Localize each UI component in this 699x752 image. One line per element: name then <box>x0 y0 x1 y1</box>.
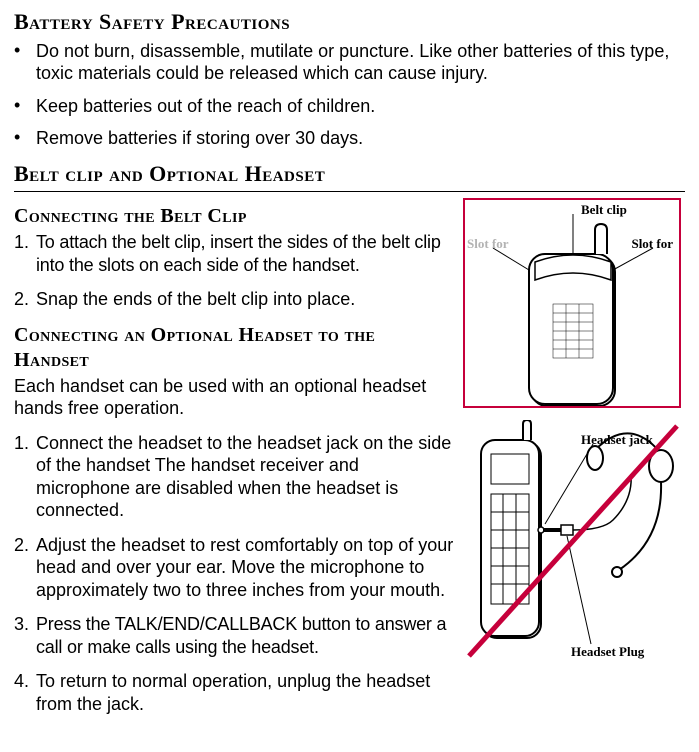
section-title-belt: Belt clip and Optional Headset <box>14 160 685 188</box>
list-item: 2. Snap the ends of the belt clip into p… <box>14 288 455 311</box>
step-number: 3. <box>14 613 36 658</box>
figure-belt-clip: Belt clip Slot for Slot for <box>463 198 681 408</box>
list-item: 1. To attach the belt clip, insert the s… <box>14 231 455 276</box>
bullet-text: Remove batteries if storing over 30 days… <box>36 127 685 150</box>
headset-diagram <box>463 420 681 670</box>
label-headset-plug: Headset Plug <box>571 644 644 660</box>
belt-clip-diagram <box>465 200 679 406</box>
steps-headset: 1. Connect the headset to the headset ja… <box>14 432 455 716</box>
divider <box>14 191 685 192</box>
subheading-belt-clip: Connecting the Belt Clip <box>14 204 455 229</box>
list-item: • Keep batteries out of the reach of chi… <box>14 95 685 118</box>
step-text: Snap the ends of the belt clip into plac… <box>36 288 455 311</box>
list-item: 4. To return to normal operation, unplug… <box>14 670 455 715</box>
bullet-dot: • <box>14 127 36 150</box>
list-item: • Do not burn, disassemble, mutilate or … <box>14 40 685 85</box>
step-text: To return to normal operation, unplug th… <box>36 670 455 715</box>
list-item: 3. Press the TALK/END/CALLBACK button to… <box>14 613 455 658</box>
step-text: Adjust the headset to rest comfortably o… <box>36 534 455 602</box>
paragraph: Each handset can be used with an optiona… <box>14 375 455 420</box>
bullet-text: Keep batteries out of the reach of child… <box>36 95 685 118</box>
bullet-text: Do not burn, disassemble, mutilate or pu… <box>36 40 685 85</box>
label-belt-clip: Belt clip <box>581 202 627 218</box>
step-number: 2. <box>14 288 36 311</box>
section-title-battery: Battery Safety Precautions <box>14 8 685 36</box>
step-number: 4. <box>14 670 36 715</box>
label-slot-for-left: Slot for <box>467 236 509 252</box>
step-number: 1. <box>14 432 36 522</box>
label-headset-jack: Headset jack <box>581 432 653 448</box>
subheading-headset: Connecting an Optional Headset to the Ha… <box>14 323 455 373</box>
step-number: 1. <box>14 231 36 276</box>
step-text: Connect the headset to the headset jack … <box>36 432 455 522</box>
bullet-dot: • <box>14 40 36 85</box>
battery-bullets: • Do not burn, disassemble, mutilate or … <box>14 40 685 150</box>
steps-belt-clip: 1. To attach the belt clip, insert the s… <box>14 231 455 311</box>
label-slot-for-right: Slot for <box>631 236 673 252</box>
bullet-dot: • <box>14 95 36 118</box>
step-number: 2. <box>14 534 36 602</box>
list-item: • Remove batteries if storing over 30 da… <box>14 127 685 150</box>
list-item: 2. Adjust the headset to rest comfortabl… <box>14 534 455 602</box>
step-text: Press the TALK/END/CALLBACK button to an… <box>36 613 455 658</box>
list-item: 1. Connect the headset to the headset ja… <box>14 432 455 522</box>
figure-headset: Headset jack Headset Plug <box>463 420 681 670</box>
step-text: To attach the belt clip, insert the side… <box>36 231 455 276</box>
